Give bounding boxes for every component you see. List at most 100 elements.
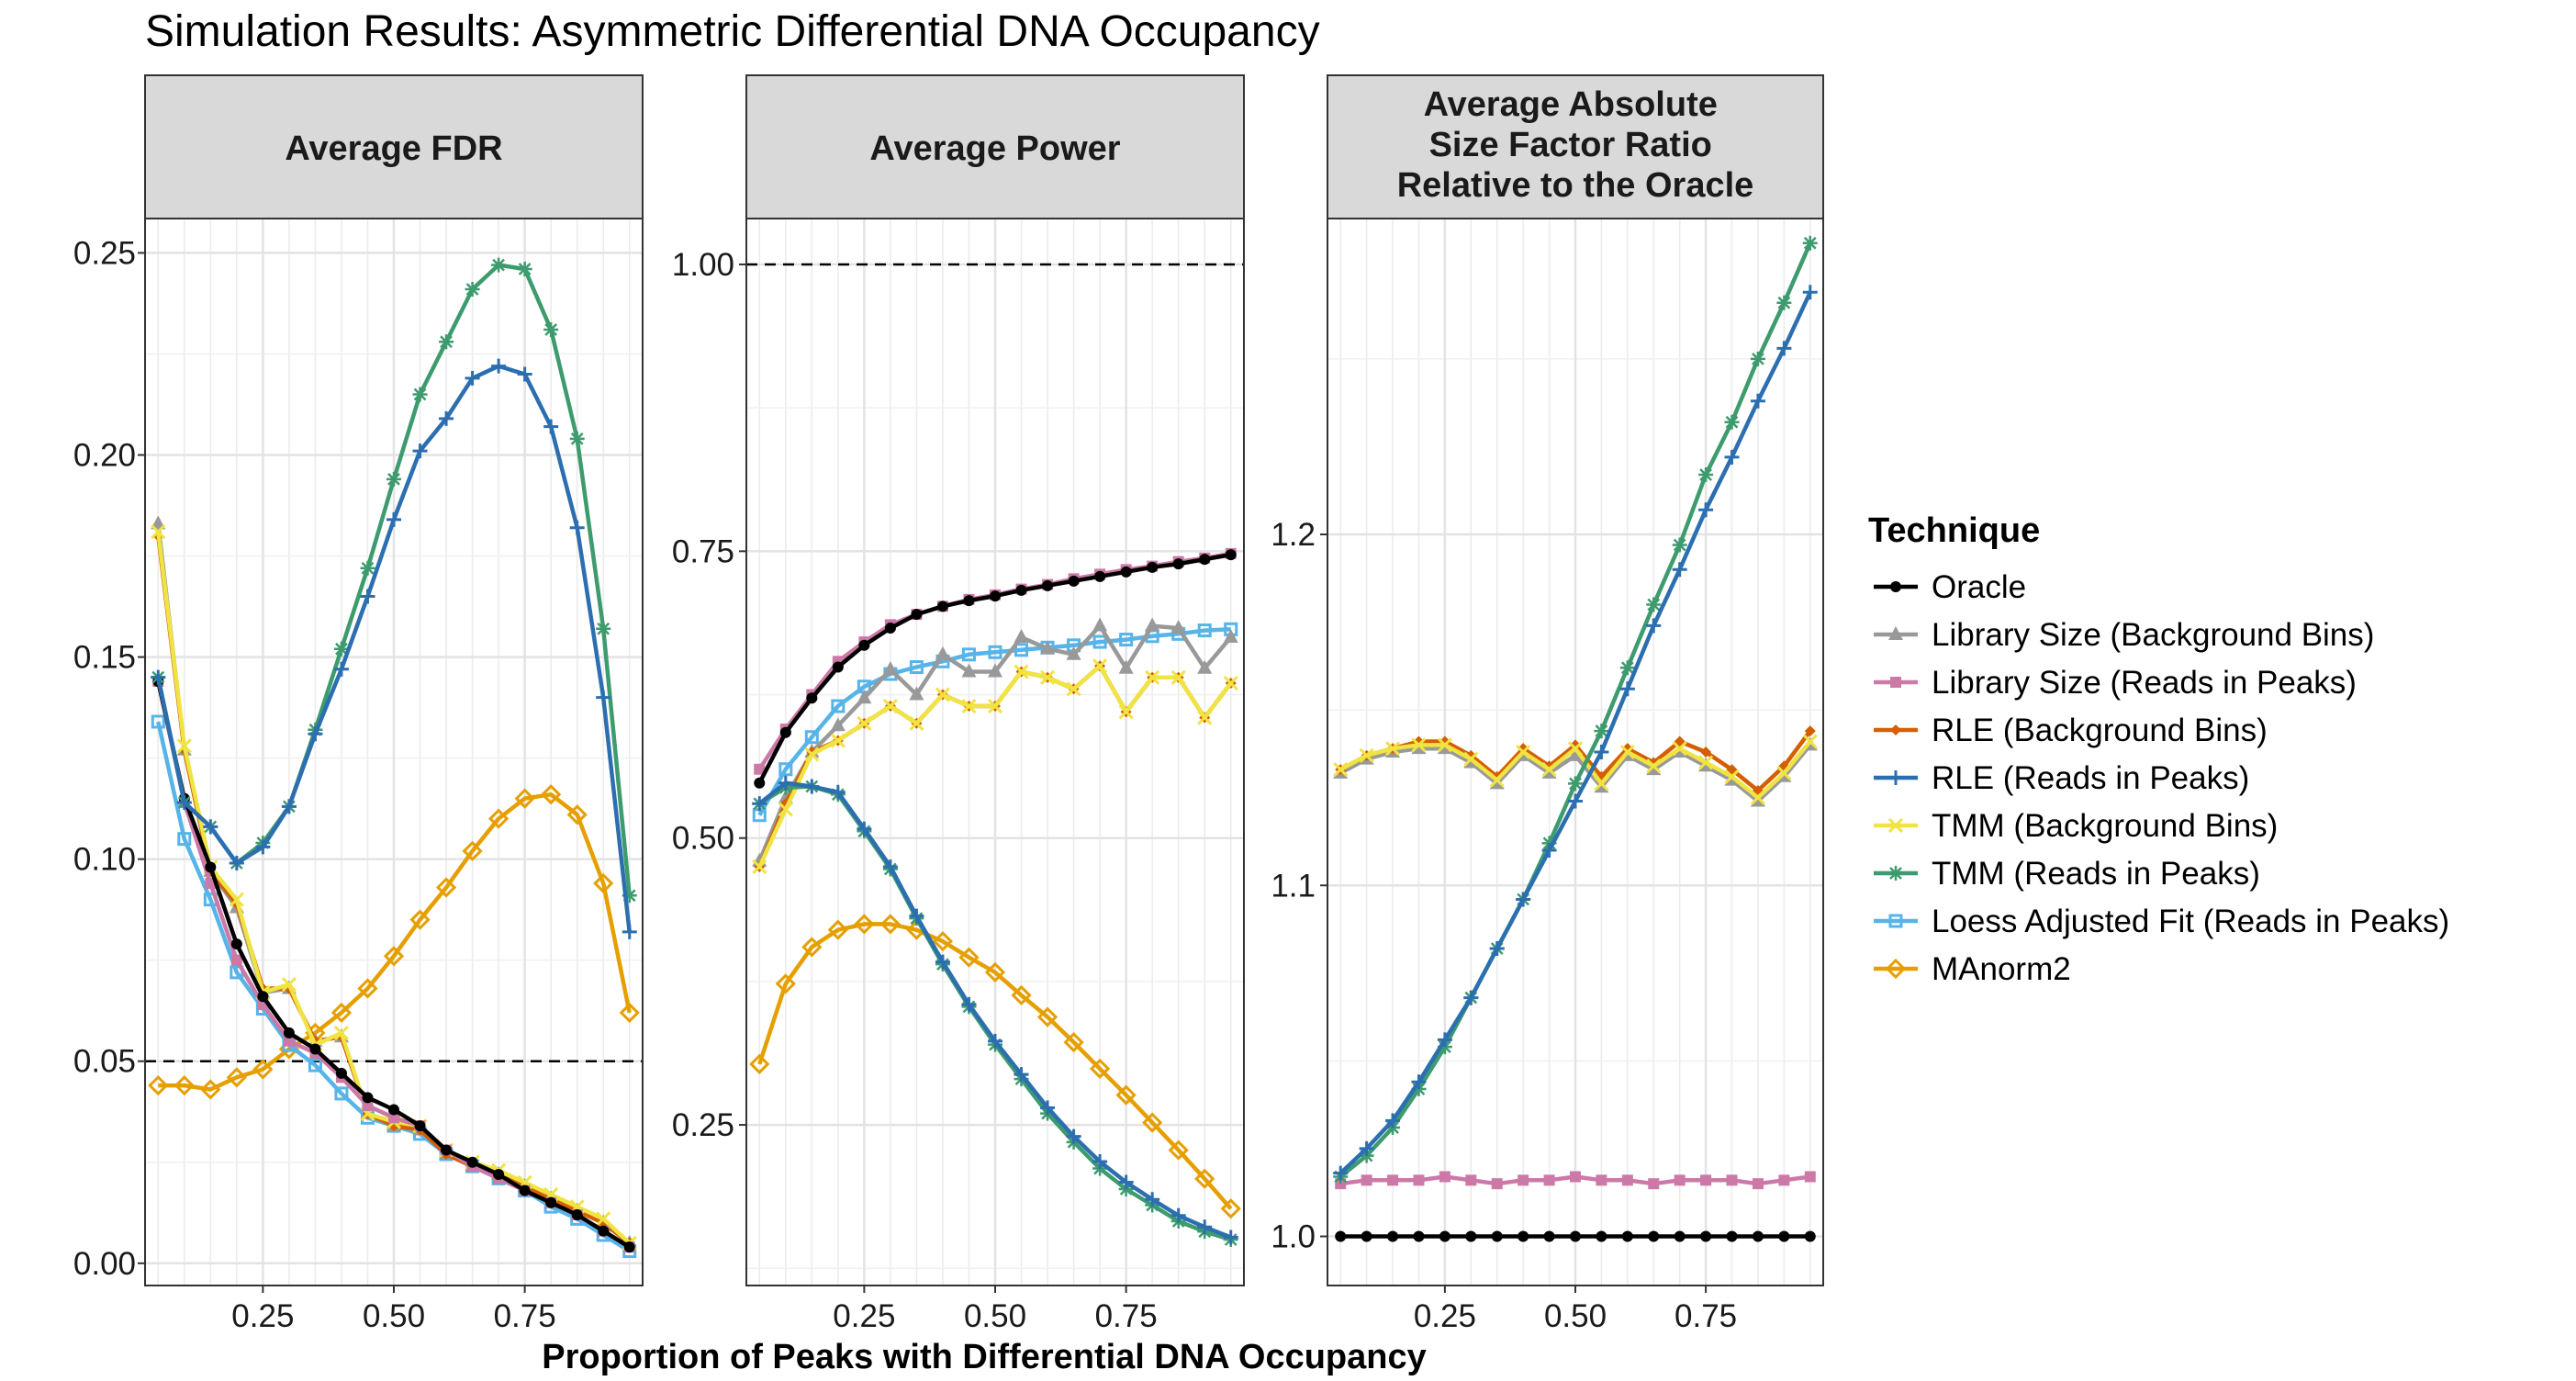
data-point	[465, 370, 480, 386]
data-point	[491, 257, 507, 273]
legend-label: Library Size (Reads in Peaks)	[1932, 665, 2357, 701]
data-point	[909, 686, 924, 701]
data-point	[1672, 537, 1687, 553]
series-line	[757, 627, 1231, 816]
data-point	[541, 784, 562, 805]
data-point	[1094, 570, 1106, 582]
data-point	[804, 779, 820, 794]
data-point	[1199, 554, 1211, 566]
legend-entries: Oracle Library Size (Background Bins) Libr…	[1874, 569, 2449, 987]
legend-key-marker	[1888, 866, 1903, 881]
strip-line-2: Size Factor Ratio	[1429, 126, 1712, 164]
data-point	[569, 520, 585, 535]
data-point	[1752, 1230, 1764, 1242]
legend-label: TMM (Reads in Peaks)	[1932, 856, 2260, 892]
series-oracle	[754, 549, 1237, 789]
y-tick-label: 1.0	[1271, 1218, 1316, 1254]
data-point	[412, 387, 428, 402]
strip-title-fdr: Average FDR	[285, 129, 502, 168]
data-point	[1118, 1174, 1134, 1190]
data-point	[1014, 664, 1029, 679]
data-point	[465, 282, 480, 298]
data-point	[439, 334, 454, 350]
data-point	[1489, 941, 1505, 957]
data-point	[517, 262, 532, 277]
data-point	[517, 366, 532, 382]
legend-key-marker	[1890, 581, 1901, 592]
data-point	[308, 1058, 322, 1072]
data-point	[1568, 747, 1583, 761]
data-point	[1172, 558, 1184, 570]
data-point	[357, 978, 378, 999]
data-point	[935, 954, 950, 970]
data-point	[961, 996, 977, 1012]
legend-key-marker	[1888, 770, 1903, 785]
data-point	[1089, 1058, 1111, 1079]
data-point	[1516, 744, 1531, 760]
data-point	[827, 919, 848, 940]
data-point	[1092, 634, 1107, 649]
data-point	[1700, 1230, 1712, 1242]
data-point	[1411, 1074, 1427, 1090]
data-point	[514, 788, 535, 809]
data-point	[1437, 1032, 1452, 1048]
data-point	[1726, 1230, 1738, 1242]
data-point	[1068, 575, 1080, 587]
data-point	[1115, 1084, 1137, 1106]
y-tick-label: 1.00	[672, 247, 734, 283]
data-point	[935, 646, 950, 660]
data-point	[1225, 549, 1237, 561]
data-point	[961, 663, 977, 678]
data-point	[1120, 566, 1132, 578]
data-point	[1333, 1165, 1349, 1181]
legend-item-loess-adjusted-fit-reads-in-peaks: Loess Adjusted Fit (Reads in Peaks)	[1874, 904, 2449, 939]
series-library-size-reads-in-peaks	[1335, 1171, 1816, 1190]
y-tick-label: 0.00	[73, 1246, 136, 1282]
data-point	[749, 1053, 770, 1074]
data-point	[879, 914, 902, 935]
data-point	[1437, 737, 1452, 753]
series-rle-reads-in-peaks	[1333, 285, 1818, 1181]
data-point	[203, 819, 218, 835]
data-point	[1596, 1230, 1607, 1242]
data-point	[752, 859, 767, 875]
data-point	[176, 738, 192, 754]
legend-item-manorm2: MAnorm2	[1874, 951, 2071, 987]
data-point	[1194, 1168, 1215, 1189]
data-point	[857, 715, 872, 731]
data-point	[1066, 1128, 1081, 1144]
data-point	[1040, 640, 1056, 655]
data-point	[1518, 1174, 1529, 1186]
y-tick-label: 0.75	[672, 533, 734, 569]
data-point	[779, 726, 791, 738]
data-point	[830, 733, 846, 748]
data-point	[857, 690, 872, 704]
data-point	[1092, 658, 1108, 674]
data-point	[882, 859, 898, 874]
data-point	[1543, 1174, 1555, 1186]
data-point	[1411, 737, 1427, 753]
legend-label: MAnorm2	[1932, 951, 2071, 987]
data-point	[1596, 1174, 1607, 1186]
data-point	[386, 471, 401, 487]
data-point	[622, 924, 637, 939]
data-point	[543, 322, 559, 338]
data-point	[1750, 393, 1765, 409]
series-group-fdr	[148, 257, 640, 1259]
data-point	[283, 1027, 295, 1039]
data-point	[961, 698, 977, 714]
data-point	[858, 639, 870, 651]
data-point	[1700, 1174, 1712, 1186]
data-point	[1197, 623, 1212, 638]
data-point	[1802, 734, 1818, 749]
data-point	[230, 938, 242, 950]
plot-power: 0.25 0.50 0.75 1.00 0.25 0.50 0.75	[672, 218, 1245, 1334]
data-point	[988, 645, 1002, 659]
data-point	[1724, 414, 1740, 430]
data-point	[1170, 1207, 1186, 1223]
data-point	[911, 609, 923, 621]
data-point	[388, 1112, 399, 1124]
data-point	[1361, 1174, 1372, 1186]
data-point	[754, 777, 766, 789]
data-point	[229, 892, 244, 907]
